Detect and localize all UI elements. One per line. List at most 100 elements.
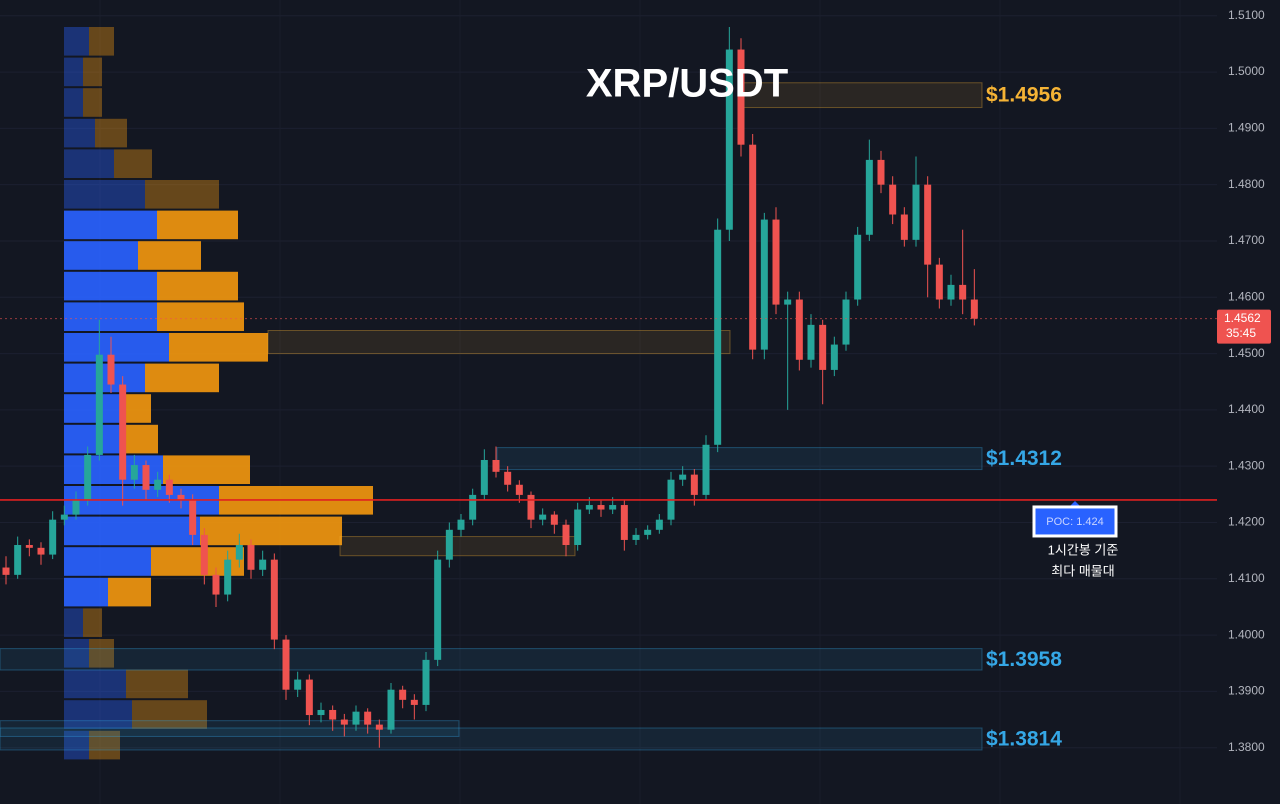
candle-body — [60, 514, 68, 520]
candle-body — [25, 545, 33, 548]
candle-body — [329, 709, 337, 720]
price-zone — [496, 447, 983, 471]
profile-buy-bar — [64, 180, 145, 209]
candle-body — [585, 505, 593, 510]
last-price-box — [1217, 309, 1271, 344]
candle-body — [515, 484, 523, 495]
candle-body — [107, 354, 115, 385]
candle-body — [410, 699, 418, 705]
profile-buy-bar — [64, 394, 120, 423]
candle-body — [655, 519, 663, 530]
poc-box — [1032, 505, 1118, 538]
candle-body — [574, 509, 582, 546]
candle-body — [235, 545, 243, 560]
candle-body — [760, 219, 768, 350]
profile-buy-bar — [64, 88, 83, 117]
candle-body — [95, 354, 103, 455]
y-tick-label: 1.4600 — [1228, 289, 1265, 303]
y-tick-label: 1.4200 — [1228, 515, 1265, 529]
candle-body — [445, 529, 453, 560]
candle-body — [224, 559, 232, 595]
candle-body — [165, 479, 173, 495]
candle-body — [282, 639, 290, 690]
candle-body — [702, 444, 710, 495]
candle-body — [609, 505, 617, 510]
candle-body — [597, 505, 605, 510]
candle-body — [492, 459, 500, 472]
candle-body — [970, 299, 978, 319]
candle-body — [644, 529, 652, 535]
profile-sell-bar — [163, 455, 250, 484]
candle-body — [399, 689, 407, 700]
profile-buy-bar — [64, 57, 83, 87]
candle-body — [912, 184, 920, 240]
candle-body — [935, 264, 943, 300]
candle-body — [854, 234, 862, 300]
y-tick-label: 1.4000 — [1228, 627, 1265, 641]
profile-sell-bar — [120, 424, 158, 454]
y-tick-label: 1.5100 — [1228, 8, 1265, 22]
profile-buy-bar — [64, 149, 114, 178]
candle-body — [550, 514, 558, 525]
candle-body — [119, 384, 127, 480]
countdown: 35:45 — [1226, 326, 1256, 340]
profile-buy-bar — [64, 424, 120, 454]
candle-body — [469, 494, 477, 520]
candle-body — [352, 711, 360, 725]
price-zone — [0, 648, 983, 671]
candle-body — [364, 711, 372, 725]
profile-sell-bar — [108, 577, 151, 607]
candle-body — [259, 559, 267, 570]
candle-body — [527, 494, 535, 520]
candle-body — [154, 479, 162, 490]
y-tick-label: 1.3900 — [1228, 684, 1265, 698]
candle-body — [387, 689, 395, 730]
profile-sell-bar — [200, 516, 342, 546]
candle-body — [830, 344, 838, 370]
profile-buy-bar — [64, 608, 83, 637]
profile-buy-bar — [64, 516, 200, 546]
profile-sell-bar — [126, 669, 188, 699]
candle-body — [72, 499, 80, 515]
candle-body — [714, 229, 722, 445]
profile-buy-bar — [64, 363, 145, 393]
profile-buy-bar — [64, 547, 151, 576]
price-zone — [339, 536, 576, 557]
candle-body — [14, 545, 22, 575]
candle-body — [889, 184, 897, 215]
note: 1시간봉 기준 — [1048, 542, 1119, 557]
price-zone — [0, 727, 983, 751]
candle-body — [632, 534, 640, 540]
profile-sell-bar — [89, 730, 120, 760]
profile-buy-bar — [64, 577, 108, 607]
candle-body — [177, 494, 185, 500]
candle-body — [305, 679, 313, 716]
candle-body — [807, 324, 815, 360]
profile-sell-bar — [138, 241, 201, 270]
candle-body — [562, 524, 570, 546]
candle-body — [924, 184, 932, 265]
profile-sell-bar — [89, 639, 114, 668]
candle-body — [84, 454, 92, 500]
candle-body — [212, 574, 220, 595]
profile-sell-bar — [83, 608, 102, 637]
candle-body — [434, 559, 442, 660]
profile-buy-bar — [64, 241, 138, 270]
candle-body — [37, 547, 45, 555]
profile-buy-bar — [64, 302, 157, 331]
zone-label: $1.4956 — [986, 84, 1062, 107]
profile-sell-bar — [157, 302, 244, 331]
candle-body — [130, 465, 138, 480]
candle-body — [422, 659, 430, 705]
candle-body — [504, 471, 512, 485]
profile-buy-bar — [64, 669, 126, 699]
candle-body — [189, 499, 197, 535]
candle-body — [2, 567, 10, 575]
price-zone — [739, 82, 983, 109]
candle-body — [819, 324, 827, 370]
candle-body — [317, 709, 325, 716]
profile-buy-bar — [64, 333, 169, 362]
profile-sell-bar — [83, 57, 102, 87]
candle-body — [480, 459, 488, 495]
